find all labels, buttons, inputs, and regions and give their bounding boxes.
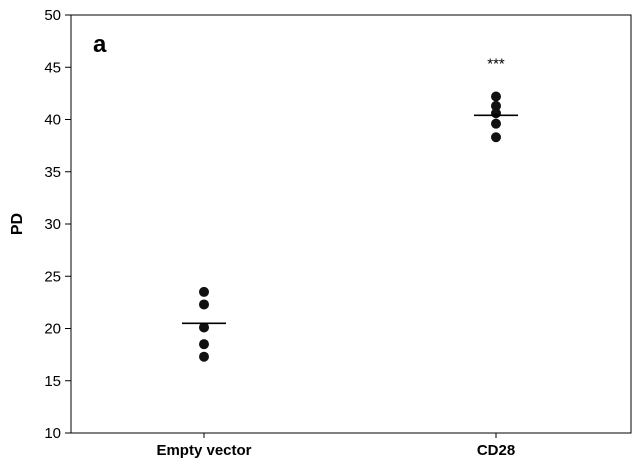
y-tick-label: 15 xyxy=(44,373,61,390)
data-point xyxy=(199,299,209,310)
y-tick-label: 45 xyxy=(44,59,61,76)
panel-label: a xyxy=(93,31,107,58)
data-point xyxy=(491,118,501,129)
y-axis-ticks: 10 15 20 25 30 35 40 45 50 xyxy=(44,7,71,442)
y-tick-label: 10 xyxy=(44,425,61,442)
y-tick-label: 25 xyxy=(44,268,61,285)
y-tick-label: 35 xyxy=(44,164,61,181)
y-tick-label: 40 xyxy=(44,112,61,129)
data-point xyxy=(199,286,209,297)
plot-frame xyxy=(70,14,632,434)
data-marks: *** xyxy=(182,56,518,362)
data-point xyxy=(491,108,501,119)
y-tick-label: 50 xyxy=(44,7,61,24)
x-category-label: CD28 xyxy=(477,442,515,459)
data-point xyxy=(491,91,501,102)
data-point xyxy=(491,100,501,111)
axes xyxy=(70,14,632,434)
data-point xyxy=(199,339,209,350)
y-axis-title: PD xyxy=(9,213,26,235)
x-axis-categories: Empty vector CD28 xyxy=(156,433,515,459)
data-point xyxy=(199,322,209,333)
significance-label: *** xyxy=(487,56,505,73)
data-point xyxy=(491,132,501,143)
y-tick-label: 30 xyxy=(44,216,61,233)
data-point xyxy=(199,351,209,362)
y-tick-label: 20 xyxy=(44,321,61,338)
x-category-label: Empty vector xyxy=(156,442,251,459)
